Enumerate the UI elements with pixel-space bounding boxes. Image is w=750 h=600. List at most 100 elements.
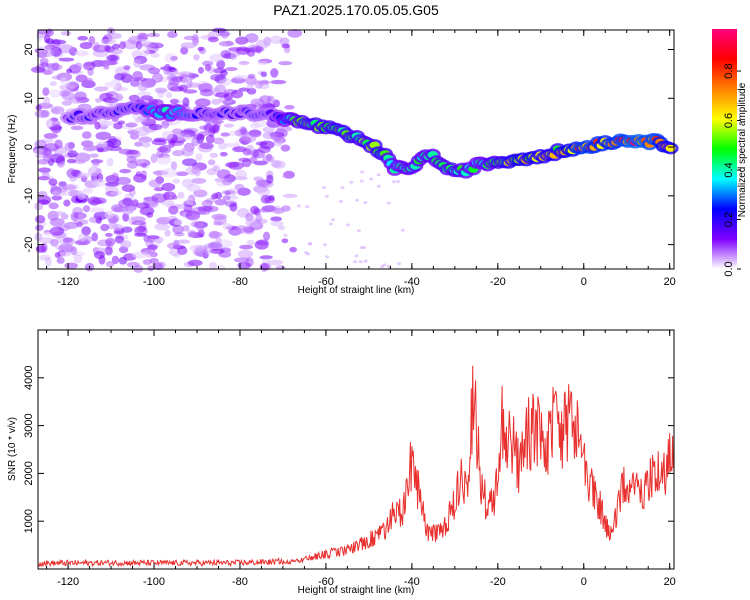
spectrogram-noise-blob xyxy=(39,49,55,57)
spectrogram-noise-blob xyxy=(189,231,203,237)
spectrogram-noise-blob xyxy=(186,184,201,192)
spectrogram-noise-blob xyxy=(349,180,354,184)
spectrogram-noise-blob xyxy=(134,141,144,147)
spectrogram-noise-blob xyxy=(75,74,88,83)
spectrogram-noise-blob xyxy=(118,256,128,265)
spectrogram-noise-blob xyxy=(229,130,236,137)
spectrogram-noise-blob xyxy=(386,201,391,205)
spectrogram-noise-blob xyxy=(247,73,256,79)
spectrogram-noise-blob xyxy=(151,193,167,203)
spectrogram-noise-blob xyxy=(391,180,396,184)
spectrogram-noise-blob xyxy=(73,254,83,264)
spectrogram-noise-blob xyxy=(104,246,113,256)
spectrogram-noise-blob xyxy=(235,225,248,234)
spectrogram-noise-blob xyxy=(235,36,249,45)
spectrogram-noise-blob xyxy=(40,109,50,118)
spectrogram-noise-blob xyxy=(42,87,50,96)
spectrogram-noise-blob xyxy=(105,260,115,268)
spectrogram-noise-blob xyxy=(185,197,194,205)
spectrogram-noise-blob xyxy=(198,83,213,93)
spectrogram-noise-blob xyxy=(175,204,187,210)
spectrogram-noise-blob xyxy=(353,260,358,264)
spectrogram-noise-blob xyxy=(356,229,361,233)
colorbar-tick-label: 0.2 xyxy=(723,212,735,227)
spectrogram-noise-blob xyxy=(131,251,148,259)
x-tick-label: -120 xyxy=(57,576,79,588)
spectrogram-noise-blob xyxy=(272,207,285,215)
spectrogram-noise-blob xyxy=(187,259,203,267)
spectrogram-noise-blob xyxy=(201,199,213,208)
spectrogram-noise-blob xyxy=(171,195,178,200)
spectrogram-noise-blob xyxy=(211,98,222,105)
spectrogram-noise-blob xyxy=(126,261,140,268)
x-tick-label: -80 xyxy=(232,576,248,588)
snr-y-axis-label: SNR (10 * v/v) xyxy=(7,417,18,481)
spectrogram-noise-blob xyxy=(259,95,272,104)
spectrogram-noise-blob xyxy=(150,52,160,58)
spectrogram-noise-blob xyxy=(215,92,230,98)
spectrogram-noise-blob xyxy=(253,176,264,182)
spectrogram-noise-blob xyxy=(346,223,351,227)
spectrogram-noise-blob xyxy=(88,166,100,177)
spectrogram-noise-blob xyxy=(354,254,359,258)
spectrogram-noise-blob xyxy=(58,243,74,254)
spectrogram-noise-blob xyxy=(214,198,227,206)
spectrogram-noise-blob xyxy=(210,73,225,82)
spectrogram-noise-blob xyxy=(237,249,254,259)
spectrogram-noise-blob xyxy=(180,42,197,49)
spectrogram-frame xyxy=(37,29,675,270)
spectrogram-noise-blob xyxy=(112,43,121,50)
spectrogram-noise-blob xyxy=(223,123,235,128)
spectrogram-noise-blob xyxy=(172,224,185,235)
spectrogram-noise-blob xyxy=(134,226,145,234)
spectrogram-noise-blob xyxy=(95,131,112,141)
spectrogram-noise-blob xyxy=(266,174,274,184)
spectrogram-noise-blob xyxy=(45,28,54,37)
spectrogram-noise-blob xyxy=(89,207,105,213)
spectrogram-noise-blob xyxy=(60,191,71,196)
colorbar-gradient xyxy=(712,29,737,269)
spectrogram-noise-blob xyxy=(221,189,236,195)
spectrogram-noise-blob xyxy=(73,159,86,165)
spectrogram-noise-blob xyxy=(77,172,91,178)
spectrogram-noise-blob xyxy=(222,195,231,201)
spectrogram-noise-blob xyxy=(154,170,163,177)
spectrogram-noise-blob xyxy=(380,265,385,269)
spectrogram-noise-blob xyxy=(165,92,173,99)
spectrogram-noise-blob xyxy=(259,140,275,150)
spectrogram-noise-blob xyxy=(70,125,84,131)
spectrogram-noise-blob xyxy=(305,205,310,209)
x-tick-label: 20 xyxy=(664,276,676,288)
spectrogram-noise-blob xyxy=(37,191,48,198)
colorbar-tick-label: 0.6 xyxy=(723,113,735,128)
spectrogram-noise-blob xyxy=(238,87,250,92)
spectrogram-noise-blob xyxy=(360,170,365,174)
spectrogram-noise-blob xyxy=(280,144,291,152)
spectrogram-noise-blob xyxy=(45,257,52,267)
spectrogram-noise-blob xyxy=(162,130,174,140)
spectrogram-noise-blob xyxy=(123,65,131,70)
spectrogram-noise-blob xyxy=(164,229,171,237)
spectrogram-noise-blob xyxy=(81,131,92,139)
spectrogram-noise-blob xyxy=(43,133,58,139)
spectrogram-noise-blob xyxy=(305,252,310,256)
spectrogram-noise-blob xyxy=(223,249,231,255)
spectrogram-noise-blob xyxy=(154,87,168,94)
spectrogram-noise-blob xyxy=(96,140,108,148)
spectrogram-noise-blob xyxy=(279,37,290,46)
spectrogram-noise-blob xyxy=(134,232,147,237)
spectrogram-noise-blob xyxy=(57,44,74,54)
spectrogram-noise-blob xyxy=(140,95,154,101)
spectrogram-noise-blob xyxy=(196,223,205,232)
spectrogram-noise-blob xyxy=(105,237,116,247)
spectrogram-noise-blob xyxy=(135,40,143,50)
spectrogram-noise-blob xyxy=(92,44,109,53)
spectrogram-noise-blob xyxy=(355,198,360,202)
spectrogram-noise-blob xyxy=(260,194,272,204)
spectrogram-noise-blob xyxy=(110,79,121,89)
spectrogram-noise-blob xyxy=(180,46,189,55)
spectrogram-noise-blob xyxy=(64,141,74,152)
spectrogram-noise-blob xyxy=(49,81,57,87)
spectrogram-noise-blob xyxy=(272,160,286,169)
